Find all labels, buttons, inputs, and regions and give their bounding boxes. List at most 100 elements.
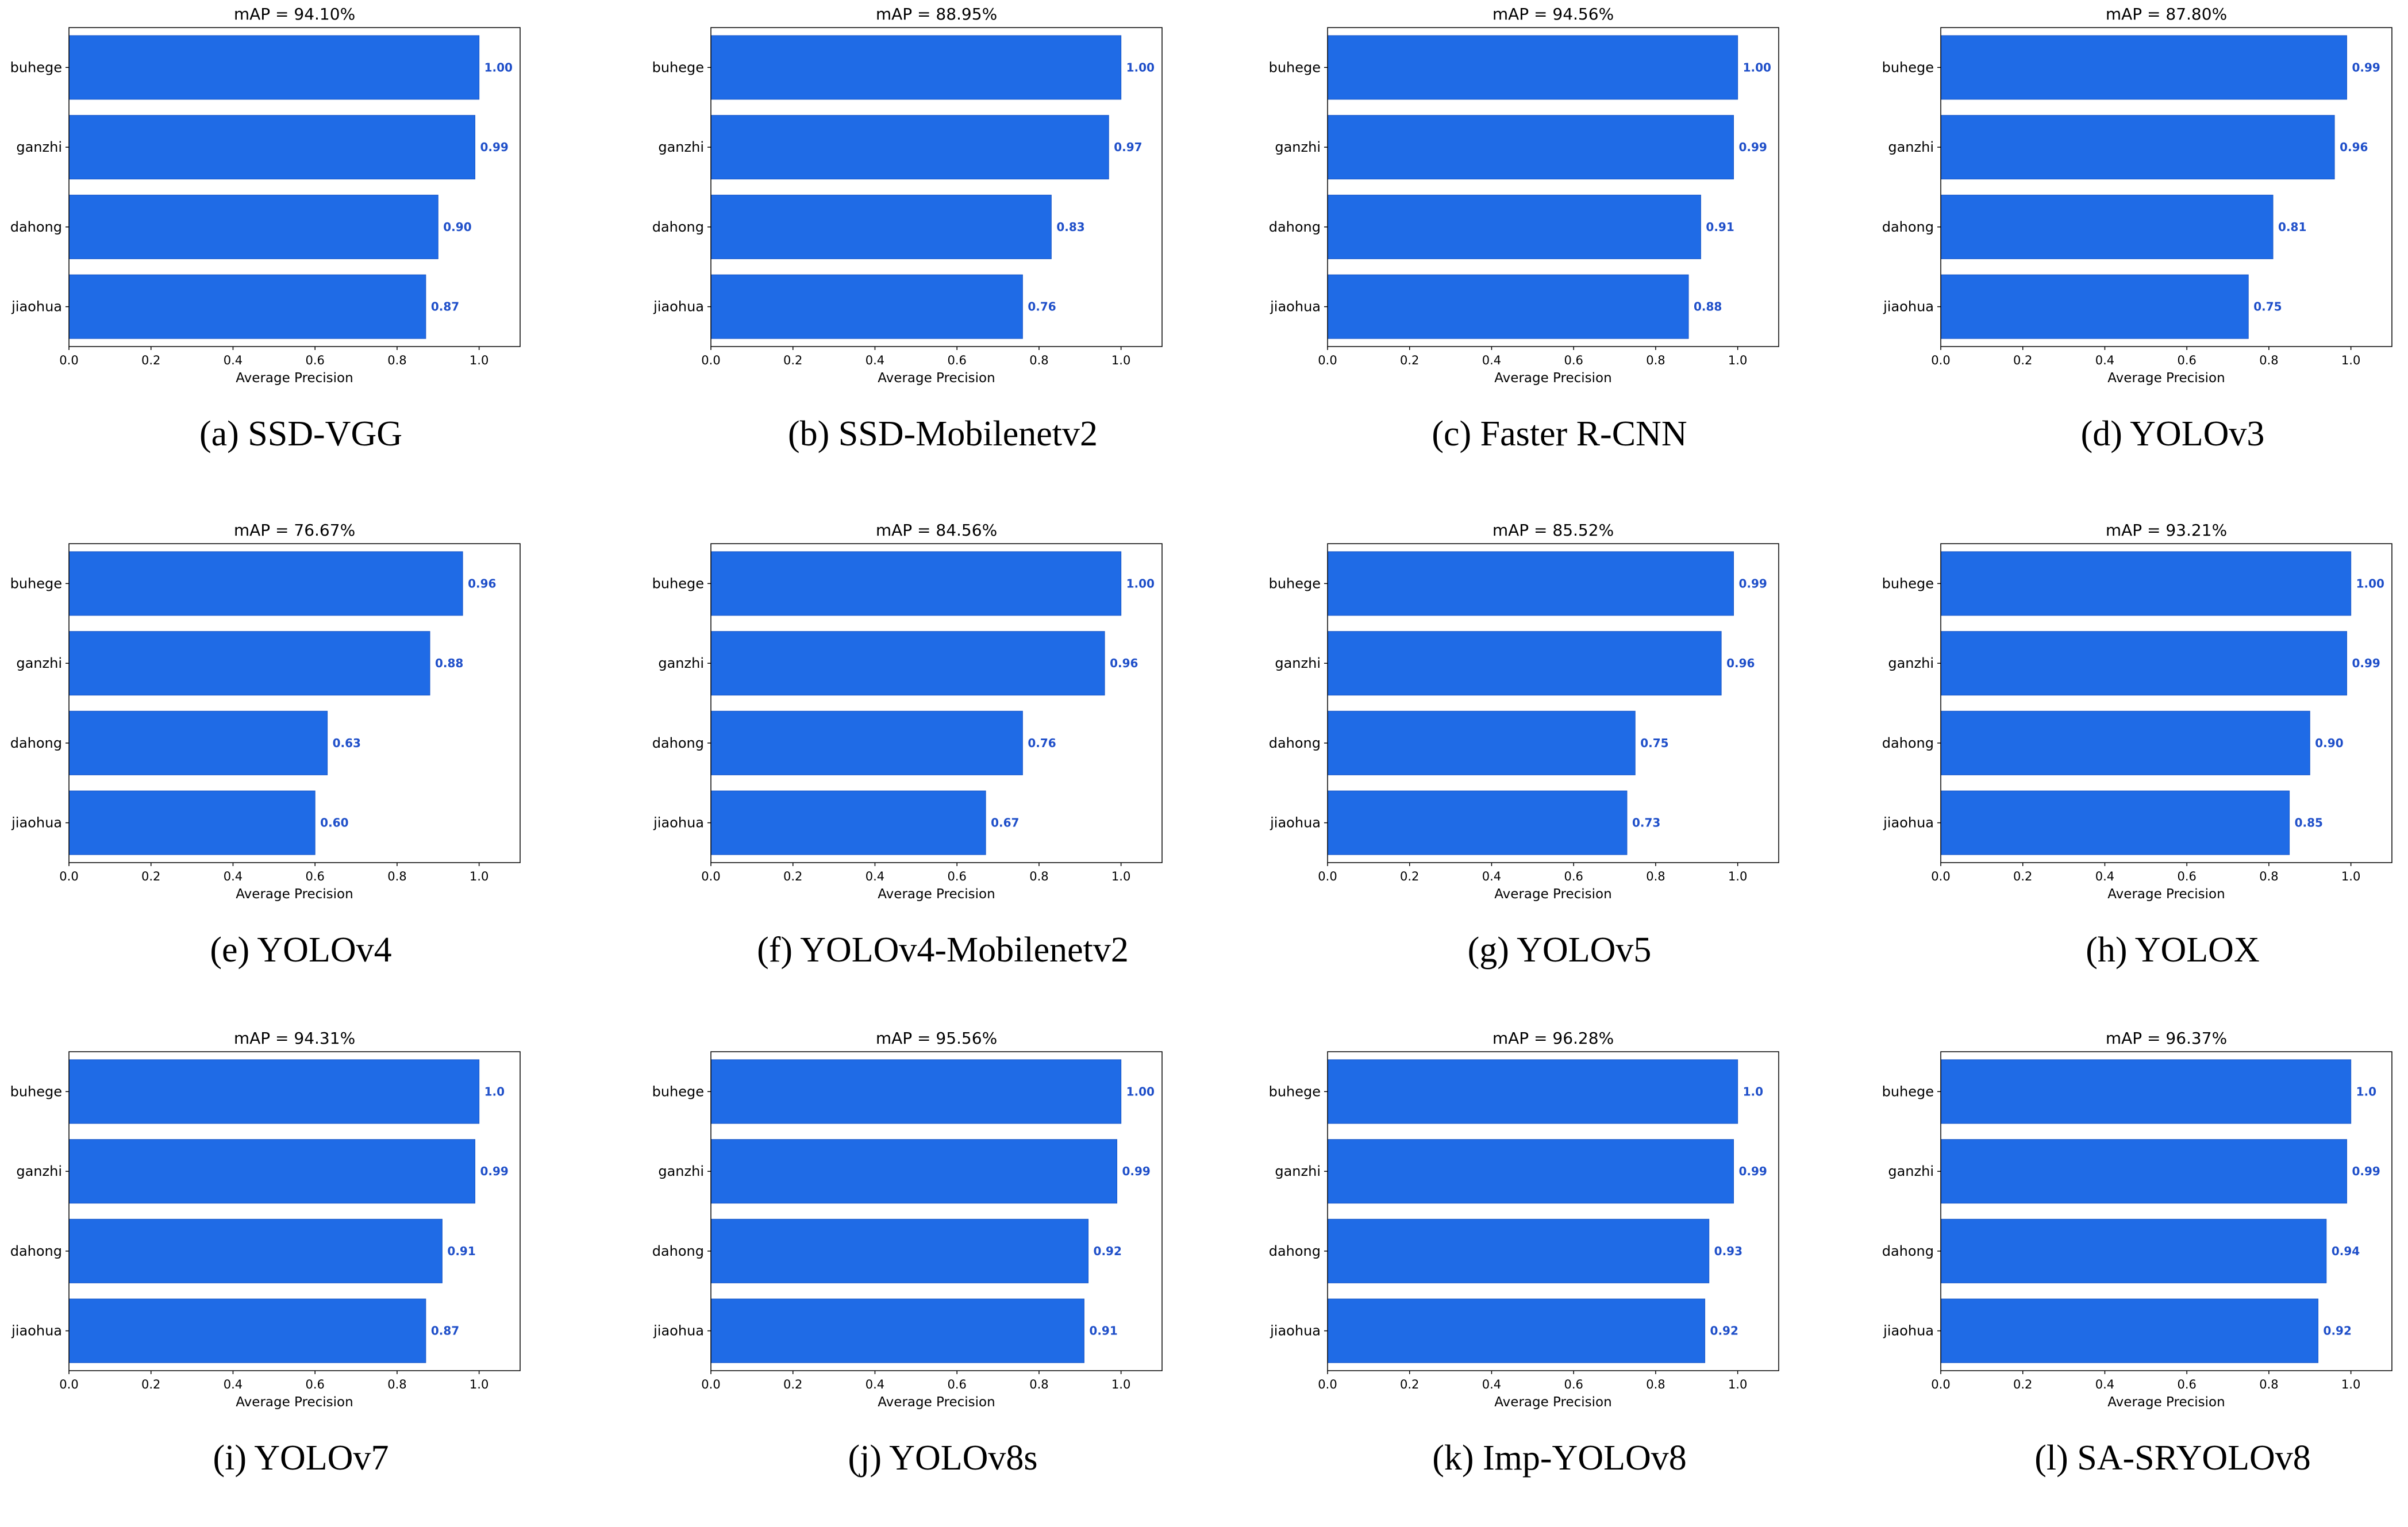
bar-dahong	[1327, 710, 1636, 775]
x-tick-label: 0.8	[1029, 870, 1048, 883]
bar-ganzhi	[1327, 631, 1722, 696]
x-tick-label: 0.2	[1400, 353, 1419, 367]
value-label: 0.76	[1028, 300, 1056, 314]
x-tick-label: 0.0	[59, 1378, 78, 1391]
value-label: 0.99	[1122, 1164, 1151, 1178]
value-label: 0.99	[1739, 576, 1767, 590]
category-label: dahong	[1269, 735, 1321, 751]
value-label: 1.00	[1126, 576, 1155, 590]
category-label: jiaohua	[11, 299, 62, 315]
x-tick-label: 0.2	[2013, 353, 2032, 367]
value-label: 1.0	[2356, 1084, 2376, 1098]
x-tick-label: 1.0	[1728, 870, 1747, 883]
value-label: 0.99	[1739, 1164, 1767, 1178]
value-label: 0.96	[1110, 656, 1138, 670]
category-label: buhege	[10, 1083, 62, 1099]
axes-frame	[1327, 543, 1779, 863]
x-tick-label: 0.0	[1318, 353, 1337, 367]
category-label: buhege	[10, 575, 62, 591]
subfigure-caption: (a) SSD-VGG	[199, 414, 403, 453]
x-tick-label: 0.8	[2259, 870, 2278, 883]
x-tick-label: 0.2	[141, 1378, 160, 1391]
bar-chart: mAP = 84.56% 1.00 buhege 0.96 ganzhi 0.76 daho…	[652, 521, 1163, 902]
value-label: 0.99	[2352, 1164, 2380, 1178]
bar-ganzhi	[68, 1139, 475, 1204]
x-tick-label: 0.4	[224, 353, 243, 367]
value-label: 0.75	[1640, 736, 1668, 750]
subfigure-caption: (l) SA-SRYOLOv8	[2034, 1438, 2311, 1478]
axes-frame	[1327, 27, 1779, 347]
bar-jiaohua	[1327, 790, 1628, 855]
chart-title: mAP = 94.31%	[234, 1029, 355, 1048]
subfigure-caption: (c) Faster R-CNN	[1432, 414, 1687, 453]
bar-chart: mAP = 76.67% 0.96 buhege 0.88 ganzhi 0.63 daho…	[10, 521, 521, 902]
bar-ganzhi	[1940, 631, 2347, 696]
bar-dahong	[1327, 194, 1701, 259]
category-label: ganzhi	[1275, 655, 1321, 671]
x-tick-label: 1.0	[470, 870, 488, 883]
chart-panel: mAP = 76.67% 0.96 buhege 0.88 ganzhi 0.63 daho…	[0, 516, 602, 1019]
axes-frame	[68, 27, 521, 347]
x-tick-label: 0.4	[866, 870, 884, 883]
bar-jiaohua	[68, 274, 426, 339]
x-tick-label: 0.4	[2095, 1378, 2114, 1391]
chart-title: mAP = 94.10%	[234, 5, 355, 24]
value-label: 0.88	[1694, 300, 1722, 314]
value-label: 0.67	[991, 816, 1019, 830]
bar-ganzhi	[68, 631, 430, 696]
category-label: ganzhi	[16, 655, 62, 671]
subfigure-caption: (i) YOLOv7	[213, 1438, 389, 1478]
axes-frame	[1940, 543, 2392, 863]
x-tick-label: 0.4	[2095, 870, 2114, 883]
value-label: 0.99	[1739, 140, 1767, 154]
value-label: 1.00	[2356, 576, 2384, 590]
bar-buhege	[1327, 35, 1738, 100]
x-tick-label: 0.8	[2259, 1378, 2278, 1391]
x-tick-label: 1.0	[470, 1378, 488, 1391]
value-label: 0.63	[333, 736, 361, 750]
bar-ganzhi	[1940, 115, 2335, 180]
chart-title: mAP = 93.21%	[2106, 521, 2227, 540]
bar-ganzhi	[1327, 1139, 1734, 1204]
category-label: jiaohua	[1883, 815, 1934, 831]
subfigure-caption: (j) YOLOv8s	[848, 1438, 1038, 1478]
x-tick-label: 0.2	[783, 1378, 802, 1391]
category-label: ganzhi	[16, 139, 62, 155]
value-label: 0.99	[480, 140, 509, 154]
category-label: dahong	[652, 1243, 704, 1259]
category-label: dahong	[1882, 219, 1934, 235]
value-label: 0.90	[2315, 736, 2343, 750]
category-label: buhege	[652, 59, 704, 75]
bar-jiaohua	[1327, 1298, 1706, 1363]
chart-panel: mAP = 94.31% 1.0 buhege 0.99 ganzhi 0.91 dahon…	[0, 1024, 602, 1527]
value-label: 1.00	[1743, 60, 1771, 74]
bar-buhege	[1940, 551, 2352, 616]
x-tick-label: 0.4	[224, 870, 243, 883]
value-label: 0.99	[2352, 60, 2380, 74]
bar-jiaohua	[1940, 1298, 2319, 1363]
chart-panel: mAP = 93.21% 1.00 buhege 0.99 ganzhi 0.90 daho…	[1872, 516, 2408, 1019]
bar-jiaohua	[68, 1298, 426, 1363]
bar-dahong	[68, 710, 328, 775]
x-tick-label: 0.8	[1646, 353, 1665, 367]
value-label: 0.92	[1094, 1244, 1122, 1258]
category-label: buhege	[1269, 59, 1321, 75]
bar-buhege	[710, 1059, 1122, 1124]
chart-panel: mAP = 96.28% 1.0 buhege 0.99 ganzhi 0.93 dahon…	[1259, 1024, 1860, 1527]
x-tick-label: 0.0	[1931, 1378, 1950, 1391]
value-label: 0.92	[2324, 1324, 2352, 1338]
x-tick-label: 0.2	[141, 870, 160, 883]
x-tick-label: 0.6	[947, 1378, 966, 1391]
bar-dahong	[1940, 710, 2310, 775]
category-label: jiaohua	[1270, 299, 1321, 315]
bar-buhege	[710, 35, 1122, 100]
x-tick-label: 0.0	[701, 870, 720, 883]
bar-dahong	[710, 1218, 1089, 1283]
x-tick-label: 0.6	[305, 353, 324, 367]
x-tick-label: 0.6	[1564, 870, 1583, 883]
x-tick-label: 0.2	[1400, 870, 1419, 883]
category-label: jiaohua	[1270, 815, 1321, 831]
bar-chart: mAP = 95.56% 1.00 buhege 0.99 ganzhi 0.92 daho…	[652, 1029, 1163, 1410]
axes-frame	[1327, 1051, 1779, 1371]
value-label: 0.92	[1710, 1324, 1738, 1338]
